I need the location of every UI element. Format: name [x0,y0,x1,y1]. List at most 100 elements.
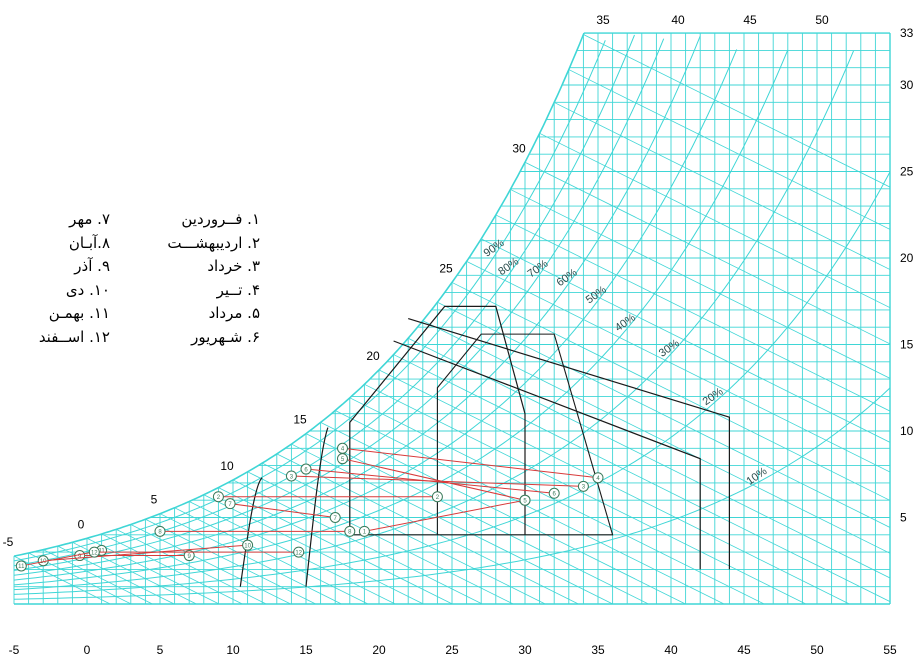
wetbulb-line [583,34,891,188]
comfort-zones [239,305,730,587]
wetbulb-line [159,513,342,605]
top-tick-label: 50 [815,13,829,27]
wetbulb-line [495,214,891,412]
rh-curve [13,50,854,591]
wetbulb-line [145,518,316,605]
wetbulb-line [349,397,765,605]
y-tick-label: 25 [900,165,914,179]
wetbulb-line [554,102,891,270]
month-line-4 [342,447,599,479]
y-tick-label: 10 [900,424,914,438]
x-tick-label: 15 [299,643,313,657]
month-marker-3 [285,470,297,482]
legend-item: ۲. اردیبهشـــت [167,233,260,252]
saturation-label: 5 [151,493,158,507]
month-marker-label: 8 [158,530,162,536]
month-marker-12 [293,546,305,558]
wetbulb-line [466,260,891,473]
wetbulb-line [174,507,369,605]
month-line-3 [291,475,584,487]
x-tick-label: 30 [518,643,532,657]
zone-boundary-left [239,477,263,587]
y-tick-label: 15 [900,338,914,352]
rh-curve [13,49,789,586]
rh-curve [13,40,606,562]
x-tick-label: 5 [157,643,164,657]
x-tick-label: 0 [84,643,91,657]
wetbulb-line [130,524,291,605]
month-marker-label: 9 [78,554,82,560]
wetbulb-line [437,301,891,528]
legend-item: ۴. تــیر [216,280,260,299]
saturation-label: 25 [439,261,453,275]
rh-curve [13,35,701,576]
month-marker-8 [154,525,166,537]
month-marker-label: 3 [582,485,586,491]
wetbulb-line [247,471,514,605]
top-tick-label: 35 [596,13,610,27]
month-marker-4 [592,472,604,484]
month-lines: 112233445566778899101011111212 [15,442,604,572]
month-marker-label: 5 [341,457,345,463]
x-tick-label: 25 [445,643,459,657]
month-line-5 [342,458,526,501]
month-marker-label: 2 [436,495,440,501]
month-marker-label: 6 [553,492,557,498]
month-marker-label: 4 [596,476,600,482]
month-marker-1 [358,525,370,537]
rh-curve [13,171,891,595]
month-marker-10 [242,539,254,551]
y-tick-label: 30 [900,78,914,92]
x-tick-label: 20 [372,643,386,657]
wetbulb-line [451,282,891,501]
month-marker-2 [431,491,443,503]
rh-curve [13,49,738,581]
month-line-1 [364,499,526,532]
x-tick-label: -5 [9,643,20,657]
legend-item: ۱۰. دی [65,280,110,299]
wetbulb-line [203,494,424,605]
rh-curve [13,387,891,600]
month-marker-9 [183,550,195,562]
rh-curves [13,32,891,600]
x-tick-label: 35 [591,643,605,657]
month-marker-label: 6 [304,467,308,473]
month-marker-5 [337,453,348,465]
saturation-label: 30 [512,141,526,155]
legend-item: ۳. خرداد [207,257,260,275]
month-line-7 [230,503,336,518]
month-marker-label: 3 [290,474,294,480]
month-marker-2 [212,491,224,503]
saturation-curve [13,32,585,557]
saturation-label: 20 [366,349,380,363]
legend-item: ۶. شـهریور [191,327,260,346]
y-tick-label: 5 [900,511,907,525]
rh-curve [13,38,665,571]
wetbulb-line [364,383,807,605]
x-tick-label: 55 [883,643,897,657]
month-marker-label: 4 [341,447,345,453]
saturation-label: 10 [220,459,234,473]
legend-item: ۱۱. بهمـن [48,304,110,322]
legend-item: ۱. فــروردین [181,210,260,228]
legend-right: ۱. فــروردین ۲. اردیبهشـــت ۳. خرداد ۴. … [167,208,260,349]
month-marker-5 [519,494,531,506]
month-marker-label: 5 [523,499,527,505]
wetbulb-line [305,433,649,605]
rh-curve [13,34,635,567]
month-marker-3 [577,480,589,492]
wetbulb-line [189,501,396,605]
month-marker-label: 8 [348,530,352,536]
month-marker-label: 11 [18,564,25,570]
zone-boundary-mid [305,427,329,587]
month-marker-label: 12 [295,550,302,556]
month-marker-label: 7 [334,516,338,522]
wetbulb-line [291,443,613,605]
middle-zone [393,340,701,570]
polygon-zone [349,305,526,535]
wetbulb-line [276,453,579,605]
wetbulb-line [393,354,891,602]
legend-item: ۸.آبـان [68,233,110,252]
month-line-6 [305,468,555,494]
